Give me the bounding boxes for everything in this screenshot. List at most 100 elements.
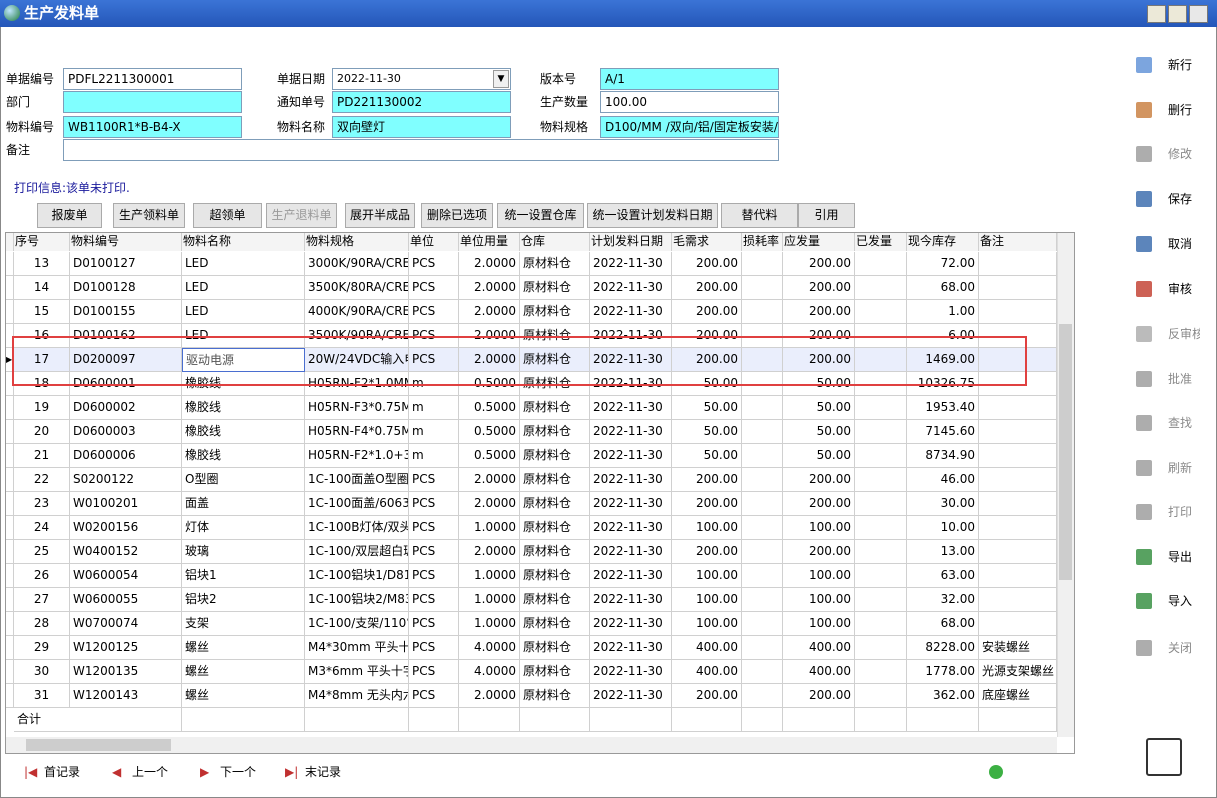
table-cell: 2022-11-30 [590, 612, 672, 636]
table-cell: 1C-100面盖/6063# [305, 492, 409, 516]
table-cell [855, 252, 907, 276]
table-cell[interactable]: 铝块2 [182, 588, 305, 612]
sidebar-icon [1136, 549, 1152, 565]
table-cell: D0200097 [70, 348, 182, 372]
table-cell: 200.00 [672, 252, 742, 276]
sidebar-button[interactable]: 导出 [1168, 550, 1193, 564]
table-cell: 1953.40 [907, 396, 979, 420]
table-cell: 30 [14, 660, 70, 684]
nav-icon: |◀ [24, 765, 38, 779]
table-cell[interactable]: 支架 [182, 612, 305, 636]
sidebar-button[interactable]: 保存 [1168, 192, 1193, 206]
nav-icon: ◀ [112, 765, 122, 779]
status-icon [989, 765, 1003, 779]
table-cell[interactable]: 螺丝 [182, 636, 305, 660]
text-input[interactable] [63, 139, 779, 161]
toolbar-button[interactable]: 报废单 [37, 203, 102, 228]
row-indicator-header [6, 233, 14, 251]
nav-button[interactable]: 首记录 [44, 765, 81, 779]
toolbar-button[interactable]: 替代料 [721, 203, 798, 228]
table-cell: 20W/24VDC输入电 [305, 348, 409, 372]
sidebar-button[interactable]: 删行 [1168, 103, 1193, 117]
table-cell[interactable]: 铝块1 [182, 564, 305, 588]
table-cell[interactable]: 橡胶线 [182, 444, 305, 468]
toolbar-button[interactable]: 引用 [798, 203, 855, 228]
maximize-button[interactable] [1168, 5, 1187, 23]
table-cell: 2022-11-30 [590, 276, 672, 300]
sidebar-icon [1136, 236, 1152, 252]
column-header: 已发量 [855, 233, 907, 251]
table-cell: 原材料仓 [520, 612, 590, 636]
table-cell [979, 300, 1057, 324]
table-cell: 200.00 [672, 468, 742, 492]
toolbar-button[interactable]: 删除已选项 [421, 203, 493, 228]
table-cell: 1.0000 [459, 612, 520, 636]
table-cell [742, 300, 783, 324]
table-cell[interactable]: 螺丝 [182, 684, 305, 708]
text-input[interactable]: D100/MM /双向/铝/固定板安装/C [600, 116, 779, 138]
table-cell[interactable]: LED [182, 300, 305, 324]
table-cell: 362.00 [907, 684, 979, 708]
toolbar-button[interactable]: 超领单 [193, 203, 262, 228]
text-input[interactable]: PDFL2211300001 [63, 68, 242, 90]
nav-button[interactable]: 末记录 [305, 765, 342, 779]
table-cell [855, 468, 907, 492]
sidebar-button[interactable]: 关闭 [1168, 641, 1193, 655]
sidebar-button[interactable]: 刷新 [1168, 461, 1193, 475]
sidebar-button[interactable]: 反审核 [1168, 327, 1200, 341]
table-cell: PCS [409, 540, 459, 564]
table-cell [742, 420, 783, 444]
text-input[interactable]: PD221130002 [332, 91, 511, 113]
table-cell: 25 [14, 540, 70, 564]
sidebar-button[interactable]: 批准 [1168, 372, 1193, 386]
table-cell[interactable]: 驱动电源 [182, 348, 305, 372]
row-indicator [6, 420, 14, 444]
nav-button[interactable]: 下一个 [220, 765, 257, 779]
text-input[interactable]: 双向壁灯 [332, 116, 511, 138]
sidebar-button[interactable]: 打印 [1168, 505, 1193, 519]
nav-button[interactable]: 上一个 [132, 765, 169, 779]
table-cell: 17 [14, 348, 70, 372]
sidebar-button[interactable]: 审核 [1168, 282, 1193, 296]
table-cell: 2022-11-30 [590, 684, 672, 708]
text-input[interactable]: 2022-11-30 [332, 68, 511, 90]
table-cell[interactable]: O型圈 [182, 468, 305, 492]
toolbar-button[interactable]: 生产领料单 [113, 203, 185, 228]
sidebar-button[interactable]: 新行 [1168, 58, 1193, 72]
text-input[interactable]: 100.00 [600, 91, 779, 113]
field-label: 物料规格 [540, 120, 589, 134]
table-cell: 200.00 [783, 540, 855, 564]
table-cell: 原材料仓 [520, 276, 590, 300]
text-input[interactable]: WB1100R1*B-B4-X [63, 116, 242, 138]
sidebar-button[interactable]: 修改 [1168, 147, 1193, 161]
toolbar-button[interactable]: 统一设置仓库 [497, 203, 584, 228]
sidebar-button[interactable]: 取消 [1168, 237, 1193, 251]
table-cell [855, 564, 907, 588]
table-cell[interactable]: 橡胶线 [182, 420, 305, 444]
sidebar-button[interactable]: 查找 [1168, 416, 1193, 430]
table-cell: PCS [409, 612, 459, 636]
toolbar-button[interactable]: 展开半成品 [345, 203, 415, 228]
table-cell[interactable]: 灯体 [182, 516, 305, 540]
sidebar-icon [1136, 504, 1152, 520]
table-cell[interactable]: LED [182, 252, 305, 276]
table-cell: 2022-11-30 [590, 516, 672, 540]
table-cell[interactable]: 螺丝 [182, 660, 305, 684]
table-cell: 100.00 [783, 564, 855, 588]
table-cell[interactable]: 面盖 [182, 492, 305, 516]
table-cell[interactable]: 橡胶线 [182, 396, 305, 420]
table-cell [855, 636, 907, 660]
dropdown-button[interactable]: ▼ [493, 70, 509, 88]
toolbar-button[interactable]: 生产退料单 [266, 203, 337, 228]
sidebar-button[interactable]: 导入 [1168, 594, 1193, 608]
close-button[interactable] [1189, 5, 1208, 23]
text-input[interactable] [63, 91, 242, 113]
table-cell[interactable]: 玻璃 [182, 540, 305, 564]
minimize-button[interactable] [1147, 5, 1166, 23]
field-label: 单据日期 [277, 72, 326, 86]
text-input[interactable]: A/1 [600, 68, 779, 90]
table-cell[interactable]: LED [182, 276, 305, 300]
toolbar-button[interactable]: 统一设置计划发料日期 [587, 203, 718, 228]
column-header: 物料编号 [70, 233, 182, 251]
table-cell: PCS [409, 492, 459, 516]
